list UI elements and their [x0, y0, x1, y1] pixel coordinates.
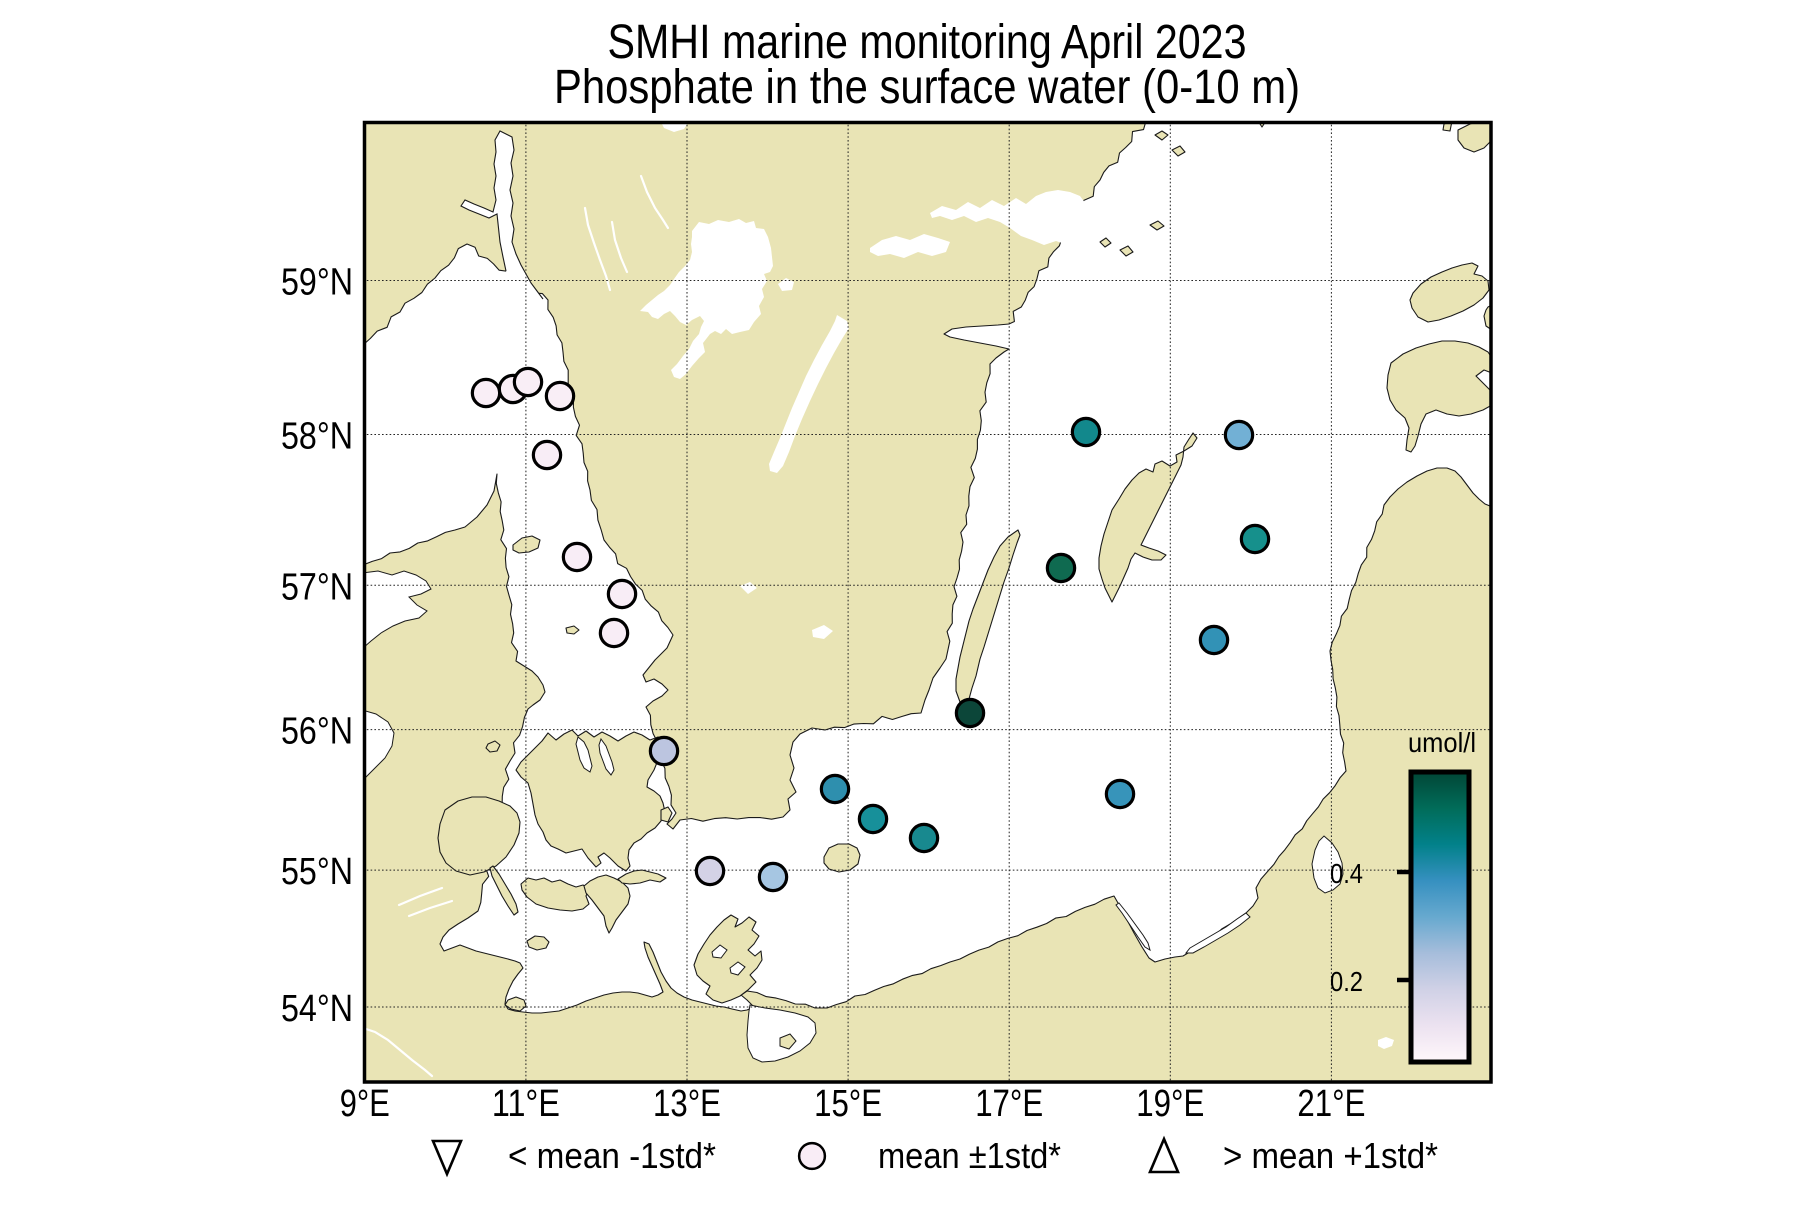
- svg-text:0.4: 0.4: [1330, 858, 1363, 889]
- svg-text:15°E: 15°E: [814, 1083, 882, 1125]
- svg-text:58°N: 58°N: [281, 416, 353, 458]
- svg-text:< mean -1std*: < mean -1std*: [508, 1135, 716, 1176]
- svg-text:umol/l: umol/l: [1408, 727, 1476, 758]
- svg-text:SMHI marine monitoring April 2: SMHI marine monitoring April 2023: [608, 15, 1247, 69]
- svg-text:13°E: 13°E: [653, 1083, 721, 1125]
- svg-text:9°E: 9°E: [340, 1083, 390, 1125]
- svg-text:11°E: 11°E: [492, 1083, 560, 1125]
- svg-text:21°E: 21°E: [1297, 1083, 1365, 1125]
- svg-text:19°E: 19°E: [1136, 1083, 1204, 1125]
- svg-text:56°N: 56°N: [281, 711, 353, 753]
- svg-text:17°E: 17°E: [975, 1083, 1043, 1125]
- svg-text:59°N: 59°N: [281, 262, 353, 304]
- svg-text:55°N: 55°N: [281, 851, 353, 893]
- svg-text:54°N: 54°N: [281, 988, 353, 1030]
- svg-text:0.2: 0.2: [1330, 966, 1363, 997]
- svg-text:57°N: 57°N: [281, 566, 353, 608]
- svg-text:mean ±1std*: mean ±1std*: [878, 1135, 1061, 1176]
- svg-text:Phosphate in the surface water: Phosphate in the surface water (0-10 m): [554, 60, 1300, 114]
- svg-text:> mean +1std*: > mean +1std*: [1223, 1135, 1438, 1176]
